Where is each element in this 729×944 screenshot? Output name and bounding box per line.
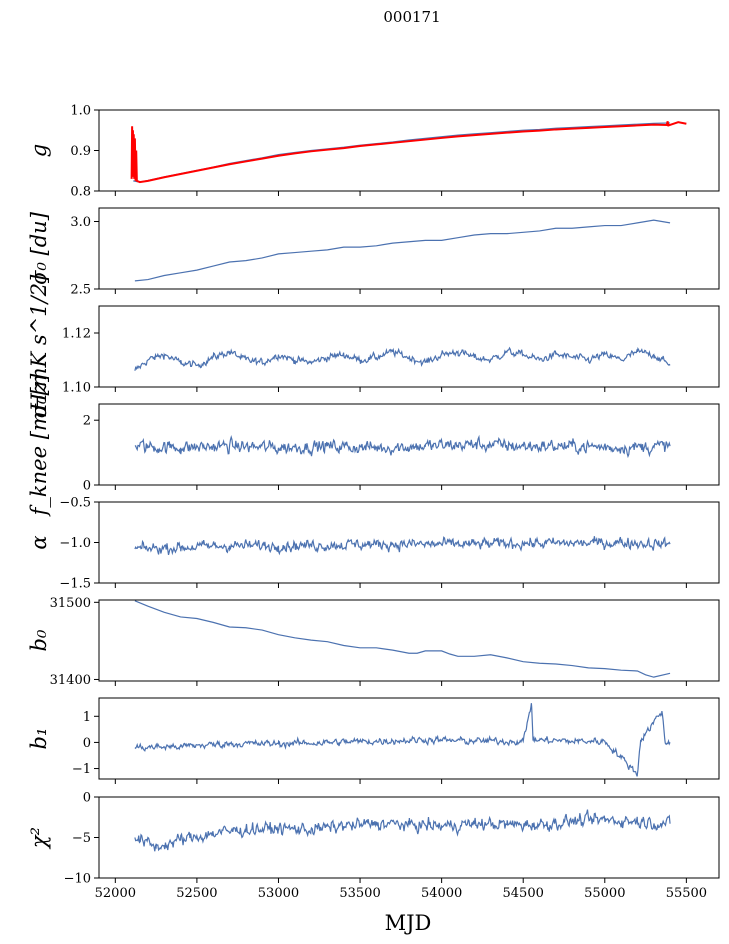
y-tick-label-chi2-0: −10 <box>64 872 91 887</box>
axes-frame-b0 <box>98 599 720 682</box>
y-axis-label-g: g <box>27 144 51 157</box>
y-tick-label-g-2: 1.0 <box>70 104 91 119</box>
y-tick-label-b1-0: −1 <box>72 762 91 777</box>
series-line-sigma0_du-0 <box>134 219 671 282</box>
series-line-g-1 <box>130 121 687 184</box>
series-line-g-0 <box>133 122 671 183</box>
y-tick-label-alpha-1: −1.0 <box>59 536 91 551</box>
y-tick-label-sigma0_mk-0: 1.10 <box>62 381 91 396</box>
x-tick-label-1: 52500 <box>176 886 217 901</box>
y-tick-label-sigma0_du-1: 3.0 <box>70 215 91 230</box>
y-axis-label-b1: b₁ <box>27 728 51 750</box>
y-tick-label-fknee-0: 0 <box>83 479 91 494</box>
y-axis-label-sigma0_mk: σ₀[mK s^1/2] <box>27 274 51 418</box>
y-axis-label-chi2: χ² <box>27 827 51 850</box>
y-axis-label-sigma0_du: σ₀ [du] <box>27 211 51 285</box>
panel-sigma0_du: 2.5 3.0 σ₀ [du] <box>27 207 720 298</box>
x-tick-label-4: 54000 <box>421 886 462 901</box>
y-tick-label-sigma0_du-0: 2.5 <box>70 283 91 298</box>
series-line-b1-0 <box>134 703 671 777</box>
axes-frame-chi2 <box>98 796 720 879</box>
panel-g: 0.8 0.9 1.0 g <box>27 104 720 200</box>
y-tick-label-fknee-1: 2 <box>83 414 91 429</box>
y-tick-label-b0-1: 31500 <box>50 596 91 611</box>
y-tick-label-g-0: 0.8 <box>70 185 91 200</box>
panels: 0.8 0.9 1.0 g 2.5 3.0 σ₀ [du] 1.10 1.12 σ₀[mK s^1… <box>27 104 720 901</box>
x-tick-label-7: 55500 <box>666 886 707 901</box>
axes-frame-fknee <box>98 403 720 486</box>
y-tick-label-chi2-2: 0 <box>83 791 91 806</box>
series-line-sigma0_mk-0 <box>134 346 671 371</box>
x-tick-label-5: 54500 <box>503 886 544 901</box>
x-axis-label: MJD <box>385 911 432 935</box>
axes-frame-g <box>98 109 720 192</box>
y-axis-label-b0: b₀ <box>27 629 51 651</box>
panel-sigma0_mk: 1.10 1.12 σ₀[mK s^1/2] <box>27 274 720 418</box>
y-tick-label-alpha-0: −1.5 <box>59 577 91 592</box>
x-tick-label-0: 52000 <box>95 886 136 901</box>
panel-fknee: 0 2 f_knee [mHz] <box>27 373 720 518</box>
axes-frame-sigma0_du <box>98 207 720 290</box>
panel-b1: −1 0 1 b₁ <box>27 697 720 784</box>
series-line-b0-0 <box>134 600 671 678</box>
y-tick-label-sigma0_mk-1: 1.12 <box>62 327 91 342</box>
x-tick-label-3: 53500 <box>339 886 380 901</box>
panel-chi2: −10 −5 0 52000 52500 53000 53500 54000 54500 5500… <box>27 791 720 901</box>
y-tick-label-alpha-2: −0.5 <box>59 496 91 511</box>
y-tick-label-b0-0: 31400 <box>50 673 91 688</box>
y-tick-label-g-1: 0.9 <box>70 144 91 159</box>
panel-b0: 31400 31500 b₀ <box>27 596 720 688</box>
axes-frame-sigma0_mk <box>98 305 720 388</box>
y-tick-label-chi2-1: −5 <box>72 831 91 846</box>
x-tick-label-6: 55000 <box>584 886 625 901</box>
x-tick-label-2: 53000 <box>258 886 299 901</box>
panel-alpha: −1.5 −1.0 −0.5 α <box>27 496 720 592</box>
axes-frame-b1 <box>98 697 720 780</box>
y-axis-label-alpha: α <box>27 535 51 549</box>
series-line-alpha-0 <box>134 536 671 556</box>
y-tick-label-b1-2: 1 <box>83 710 91 725</box>
y-axis-label-fknee: f_knee [mHz] <box>27 373 51 518</box>
y-tick-label-b1-1: 0 <box>83 736 91 751</box>
figure-title: 000171 <box>383 8 440 26</box>
series-line-fknee-0 <box>134 434 671 459</box>
series-line-chi2-0 <box>134 809 671 852</box>
